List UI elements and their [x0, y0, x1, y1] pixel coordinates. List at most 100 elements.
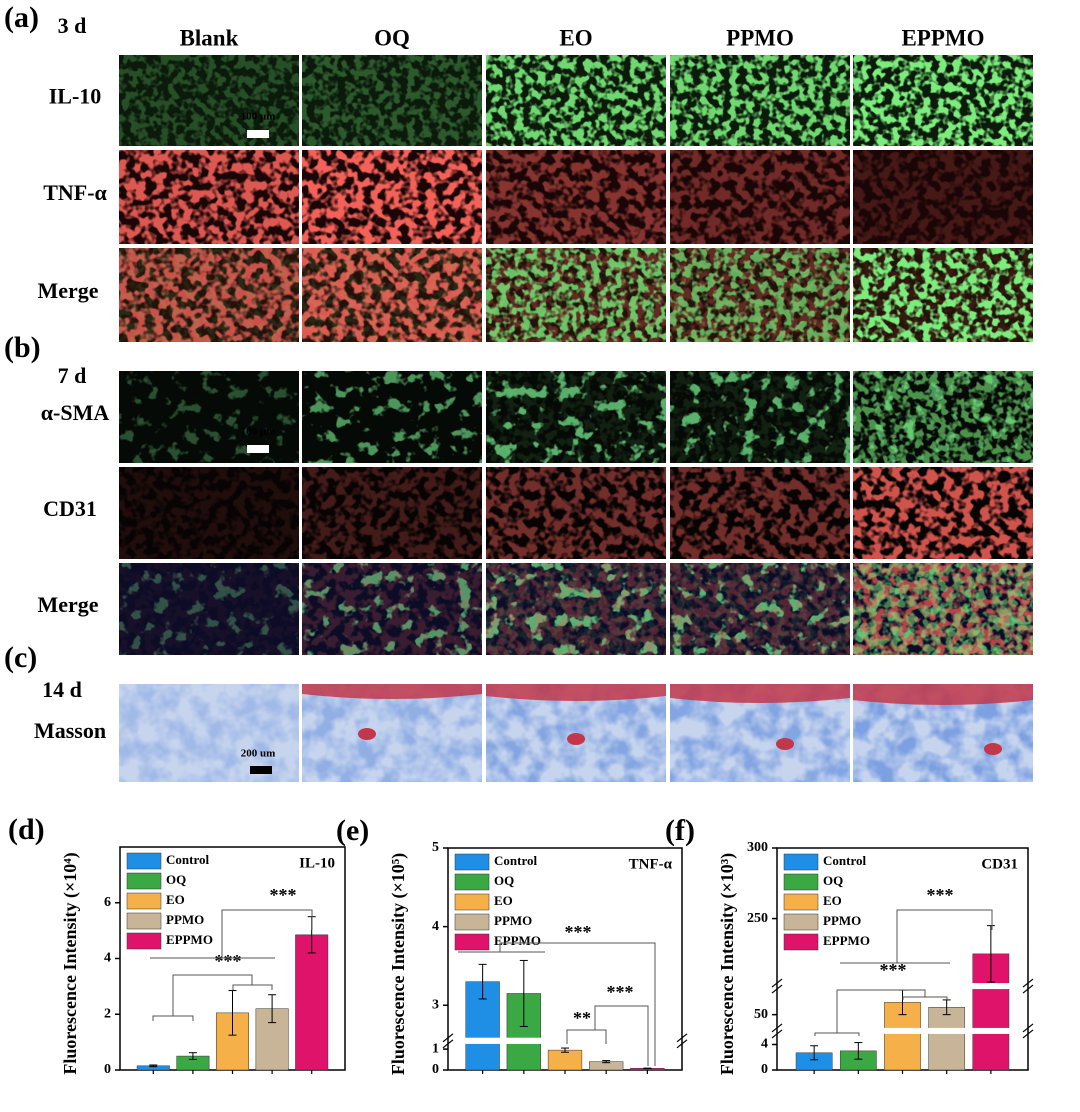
legend-label: PPMO: [494, 913, 532, 928]
column-header: Blank: [180, 25, 239, 50]
legend-label: Control: [166, 852, 209, 867]
axis-break-mark: [442, 1033, 454, 1043]
legend-label: EPPMO: [494, 933, 541, 948]
legend-swatch: [126, 912, 162, 930]
significance-bracket: [152, 1015, 194, 1021]
axis-break-gap: [778, 1027, 1027, 1034]
panel-label: (a): [4, 1, 39, 34]
y-tick-label: 250: [747, 911, 768, 926]
column-header: OQ: [374, 25, 410, 50]
axis-break-mark: [1022, 1029, 1034, 1039]
micrograph-stain: [670, 248, 850, 342]
legend-label: EO: [494, 893, 513, 908]
y-tick-label: 5: [432, 840, 439, 855]
significance-bracket: [814, 1032, 860, 1036]
legend-label: EPPMO: [823, 933, 870, 948]
micrograph-stain: [853, 248, 1033, 342]
scale-bar-label: 100 µm: [241, 426, 276, 438]
axis-break-mark: [1022, 978, 1034, 988]
y-tick-label: 0: [761, 1062, 768, 1077]
micrograph-stain: [486, 371, 666, 463]
micrograph-stain: [853, 563, 1033, 655]
micrograph-stain: [486, 248, 666, 342]
micrograph-stain: [670, 150, 850, 244]
vessel: [567, 733, 585, 745]
y-tick-label: 1: [432, 1041, 439, 1056]
scale-bar-label: 100 µm: [241, 111, 276, 123]
panel-label: (c): [4, 641, 37, 674]
row-label: Masson: [34, 718, 106, 743]
bar: [928, 1007, 966, 1071]
legend-swatch: [454, 853, 490, 871]
micrograph-stain: [119, 248, 299, 342]
scale-bar: [247, 445, 269, 453]
vessel: [984, 743, 1002, 755]
chart-title: CD31: [981, 856, 1018, 872]
micrograph-stain: [486, 55, 666, 146]
micrograph-stain: [302, 371, 482, 463]
micrograph-stain: [302, 684, 482, 782]
row-label: TNF-α: [43, 180, 107, 205]
legend-label: Control: [823, 853, 866, 868]
axis-break-mark: [676, 1033, 688, 1043]
row-label: Merge: [37, 592, 98, 617]
legend-swatch: [454, 913, 490, 931]
axis-break-mark: [676, 1039, 688, 1049]
micrograph-stain: [853, 467, 1033, 559]
legend-label: EO: [166, 892, 185, 907]
column-header: EPPMO: [901, 25, 984, 50]
axis-break-mark: [771, 1029, 783, 1039]
bar: [547, 1049, 583, 1071]
legend-swatch: [126, 892, 162, 910]
micrograph-stain: [486, 563, 666, 655]
panel-label: (b): [4, 331, 41, 364]
micrograph-stain: [670, 563, 850, 655]
tissue-edge: [302, 684, 482, 699]
significance-bracket: [594, 1005, 649, 1066]
axis-break-gap: [778, 983, 1027, 990]
significance-label: ***: [880, 960, 907, 980]
y-tick-label: 4: [761, 1037, 768, 1052]
legend-swatch: [454, 873, 490, 891]
y-tick-label: 2: [104, 1006, 111, 1021]
axis-break-mark: [1022, 1023, 1034, 1033]
y-axis-title: Fluorescence Intensity (×10³): [717, 853, 738, 1075]
y-tick-label: 6: [104, 895, 111, 910]
micrograph-stain: [302, 563, 482, 655]
y-tick-label: 4: [104, 951, 111, 966]
panel-label: (e): [336, 814, 369, 847]
micrograph-stain: [670, 55, 850, 146]
legend-swatch: [783, 913, 819, 931]
y-tick-label: 4: [432, 919, 439, 934]
legend-swatch: [783, 873, 819, 891]
chart-title: IL-10: [299, 855, 335, 871]
time-point: 3 d: [58, 13, 87, 38]
y-tick-label: 3: [432, 997, 439, 1012]
significance-bracket: [902, 996, 948, 1000]
column-header: EO: [559, 25, 592, 50]
column-header: PPMO: [726, 25, 794, 50]
legend-label: OQ: [494, 873, 514, 888]
micrograph-stain: [670, 371, 850, 463]
tissue-edge: [670, 684, 850, 703]
panel-label: (d): [8, 813, 45, 846]
axis-break-gap: [449, 1037, 681, 1044]
y-tick-label: 300: [747, 840, 768, 855]
legend-swatch: [783, 893, 819, 911]
significance-bracket: [221, 909, 313, 958]
vessel: [776, 738, 794, 750]
micrograph-stain: [853, 150, 1033, 244]
scale-bar-label: 200 um: [241, 748, 276, 760]
legend-label: OQ: [166, 872, 186, 887]
significance-label: ***: [927, 885, 954, 905]
legend-swatch: [454, 893, 490, 911]
tissue-edge: [486, 684, 666, 701]
micrograph-stain: [119, 150, 299, 244]
micrograph-stain: [119, 684, 299, 782]
row-label: α-SMA: [41, 400, 110, 425]
micrograph-stain: [302, 248, 482, 342]
legend-label: PPMO: [166, 912, 204, 927]
micrograph-stain: [853, 55, 1033, 146]
chart-title: TNF-α: [629, 856, 673, 872]
bar: [295, 934, 329, 1071]
